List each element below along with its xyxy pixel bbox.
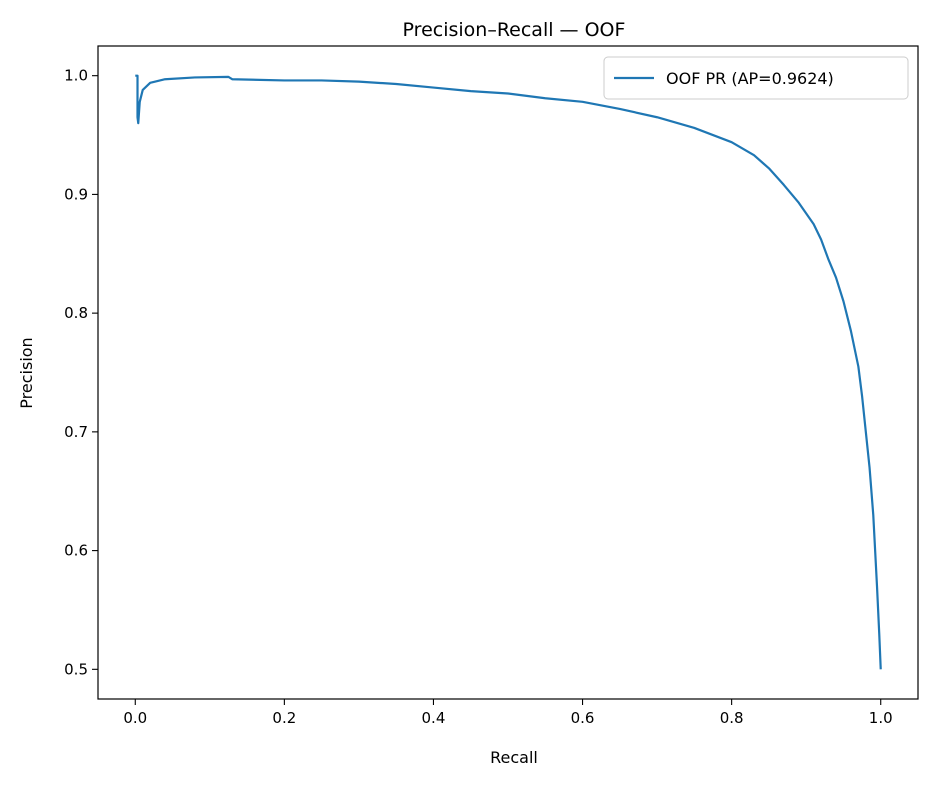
y-tick-label: 0.7 [64,423,88,441]
x-axis-label: Recall [490,748,538,767]
y-axis-label: Precision [17,337,36,408]
x-axis: 0.0 0.2 0.4 0.6 0.8 1.0 [123,699,893,727]
y-tick-label: 1.0 [64,67,88,85]
y-axis: 0.5 0.6 0.7 0.8 0.9 1.0 [64,67,98,678]
legend-label: OOF PR (AP=0.9624) [666,69,834,88]
y-tick-label: 0.9 [64,185,88,203]
x-tick-label: 1.0 [869,709,893,727]
series-line-pr-curve [135,74,882,670]
y-tick-label: 0.8 [64,304,88,322]
x-tick-label: 0.4 [422,709,446,727]
x-tick-label: 0.0 [123,709,147,727]
y-tick-label: 0.5 [64,660,88,678]
curve-layer [135,74,882,670]
chart-title: Precision–Recall — OOF [403,19,626,41]
x-tick-label: 0.2 [272,709,296,727]
y-tick-label: 0.6 [64,542,88,560]
legend: OOF PR (AP=0.9624) [603,56,909,100]
plot-frame [97,45,919,700]
legend-box [603,56,909,100]
x-tick-label: 0.6 [571,709,595,727]
x-tick-label: 0.8 [720,709,744,727]
plot-area [98,46,918,699]
